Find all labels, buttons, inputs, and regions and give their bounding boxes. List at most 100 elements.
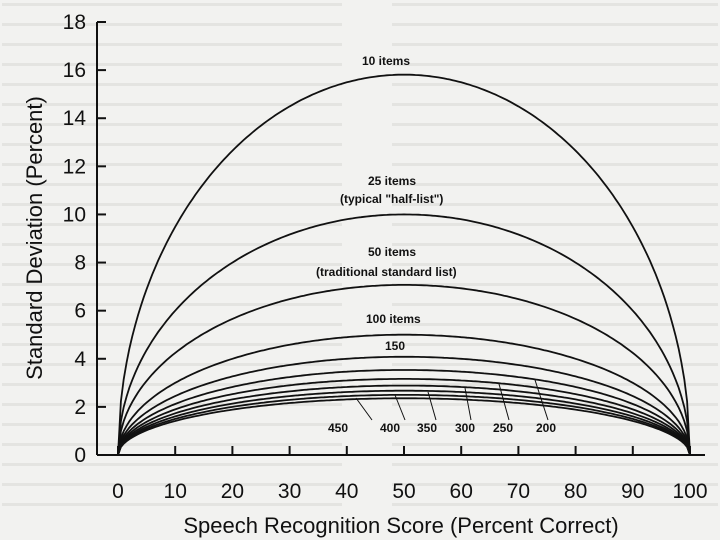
background-text-line [2, 103, 342, 106]
y-axis-title: Standard Deviation (Percent) [22, 96, 47, 380]
background-text-line [392, 363, 718, 366]
curves [117, 73, 691, 456]
background-text-line [392, 23, 718, 26]
background-text-line [2, 43, 342, 46]
annotation-label: 350 [417, 421, 437, 435]
background-text-line [392, 223, 718, 226]
background-text-line [392, 423, 718, 426]
background-text-line [2, 183, 342, 186]
series-line-350 [117, 389, 691, 456]
annotation-label: 50 items [368, 245, 416, 259]
x-tick-label: 50 [392, 480, 415, 503]
y-ticks: 0 2 4 6 8 10 12 14 16 18 [63, 11, 106, 467]
background-text-line [392, 123, 718, 126]
background-text-line [392, 263, 718, 266]
background-text-line [2, 503, 342, 506]
annotation-label: 25 items [368, 174, 416, 188]
annotation-label: (traditional standard list) [316, 265, 457, 279]
annotation-label: 250 [493, 421, 513, 435]
background-text-line [2, 23, 342, 26]
series-line-450 [117, 397, 691, 456]
background-text-line [392, 143, 718, 146]
background-text-line [2, 243, 342, 246]
leader-line [498, 383, 510, 421]
background-text-line [392, 443, 718, 446]
background-text-line [392, 63, 718, 66]
background-text-line [392, 183, 718, 186]
x-tick-label: 20 [221, 480, 244, 503]
x-ticks: 0 10 20 30 40 50 60 70 80 90 100 [112, 446, 708, 503]
background-text-line [392, 463, 718, 466]
background-text-line [2, 163, 342, 166]
x-tick-label: 60 [450, 480, 473, 503]
y-tick-label: 10 [63, 203, 86, 226]
annotation-label: 150 [385, 339, 405, 353]
background-text-line [392, 43, 718, 46]
background-text-line [2, 223, 342, 226]
background-text-line [2, 363, 342, 366]
leader-line [427, 391, 437, 421]
y-tick-label: 8 [74, 252, 86, 275]
background-text-line [392, 163, 718, 166]
annotation-label: 10 items [362, 54, 410, 68]
background-text-line [392, 503, 718, 506]
background-text-line [392, 343, 718, 346]
background-text-line [2, 83, 342, 86]
background-text-line [392, 3, 718, 6]
background-text-line [2, 3, 342, 6]
series-line-50 [117, 284, 691, 456]
background-text-line [392, 283, 718, 286]
series-line-300 [117, 384, 691, 456]
background-text-line [392, 243, 718, 246]
annotation-label: 100 items [366, 312, 421, 326]
x-tick-label: 100 [672, 480, 707, 503]
background-text-line [2, 283, 342, 286]
background-text-line [392, 383, 718, 386]
background-text-line [2, 323, 342, 326]
y-tick-label: 12 [63, 155, 86, 178]
leader-line [355, 397, 373, 421]
background-text-line [2, 463, 342, 466]
y-tick-label: 16 [63, 59, 86, 82]
background-text-line [2, 343, 342, 346]
y-tick-label: 2 [74, 396, 86, 419]
y-tick-label: 6 [74, 300, 86, 323]
annotation-label: 300 [455, 421, 475, 435]
y-tick-label: 14 [63, 107, 87, 130]
background-text-line [2, 203, 342, 206]
background-text-line [2, 123, 342, 126]
series-line-150 [117, 355, 691, 456]
background-text-line [2, 63, 342, 66]
annotation-label: 450 [328, 421, 348, 435]
x-axis-title: Speech Recognition Score (Percent Correc… [183, 513, 618, 538]
background-text-line [392, 483, 718, 486]
x-tick-label: 0 [112, 480, 124, 503]
background-text-line [2, 263, 342, 266]
x-tick-label: 70 [507, 480, 530, 503]
background-text-line [392, 323, 718, 326]
series-line-400 [117, 394, 691, 456]
background-text-line [2, 303, 342, 306]
series-line-200 [117, 369, 691, 456]
y-tick-label: 4 [74, 348, 86, 371]
leader-line [464, 387, 472, 421]
background-text-line [2, 423, 342, 426]
leader-line [534, 379, 549, 421]
background-text-line [392, 303, 718, 306]
y-tick-label: 0 [74, 444, 86, 467]
leader-line [394, 394, 406, 421]
series-line-250 [117, 378, 691, 456]
x-tick-label: 80 [564, 480, 587, 503]
series-line-100 [117, 333, 691, 456]
leader-lines [355, 379, 549, 421]
background-text-line [392, 103, 718, 106]
series-line-25 [117, 213, 691, 456]
background-text-line [392, 203, 718, 206]
x-tick-label: 10 [164, 480, 187, 503]
y-tick-label: 18 [63, 11, 86, 34]
plot-area: 0 2 4 6 8 10 12 14 16 18 0 10 20 30 40 50 60 70 80 90 100 1… [63, 11, 708, 503]
annotation-label: 200 [536, 421, 556, 435]
background-text-line [2, 143, 342, 146]
x-tick-label: 30 [278, 480, 301, 503]
